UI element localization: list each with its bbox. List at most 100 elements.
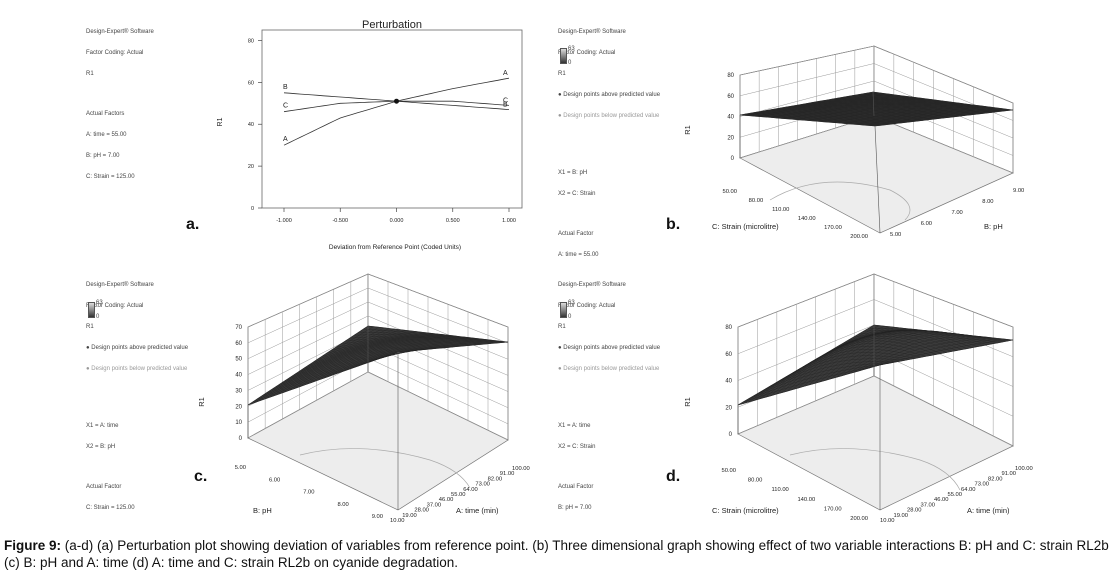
x-tick-label: 0.000	[390, 218, 404, 224]
x-tick-label: 80.00	[749, 198, 764, 204]
y-tick-label: 64.00	[463, 487, 478, 493]
z-tick-label: 20	[725, 405, 732, 411]
color-scale-bar	[560, 302, 567, 318]
series-start-label-C: C	[283, 103, 288, 110]
z-tick-label: 60	[727, 94, 734, 100]
z-tick-label: 20	[235, 404, 242, 410]
y-tick-label: 37.00	[427, 502, 442, 508]
series-line-A	[283, 77, 510, 146]
actual-factor-title: Actual Factor	[558, 231, 594, 237]
surface-mesh-line	[812, 101, 949, 122]
surface-mesh-line	[848, 106, 987, 125]
x-tick-label: 5.00	[235, 465, 246, 471]
surface-panel-3	[737, 273, 1014, 511]
color-scale-bar	[88, 302, 95, 318]
software-name: Design-Expert® Software	[86, 282, 154, 288]
x-tick-label: 140.00	[797, 497, 815, 503]
surface-mesh-line	[312, 343, 458, 363]
y-tick-label: 10.00	[390, 518, 405, 524]
legend-below: ● Design points below predicted value	[558, 366, 660, 372]
y-tick-label: 64.00	[961, 487, 976, 493]
y-tick-label: 55.00	[948, 492, 963, 498]
x-tick-label: 170.00	[824, 506, 842, 512]
surface-mesh-line	[874, 339, 1008, 367]
surface-panel-1	[739, 45, 1014, 234]
surface-mesh-line	[863, 338, 998, 370]
y-tick-label: 91.00	[500, 471, 515, 477]
floor-contour	[299, 448, 471, 489]
z-tick-label: 60	[725, 352, 732, 358]
x-tick-label: 200.00	[850, 516, 868, 522]
x2-label: X2 = C: Strain	[558, 444, 596, 450]
legend-above-text: Design points above predicted value	[563, 92, 661, 98]
factor-coding: Factor Coding: Actual	[86, 50, 144, 56]
surface-mesh-line	[828, 103, 965, 123]
color-scale-bar	[560, 48, 567, 64]
response-name: R1	[558, 71, 566, 77]
x-tick-label: 170.00	[824, 225, 842, 231]
actual-factor-value: B: pH = 7.00	[558, 505, 592, 511]
surface-mesh-line	[847, 96, 987, 114]
surface-mesh-line	[821, 100, 960, 117]
surface-mesh-line	[869, 338, 1003, 369]
y-axis-label: A: time (min)	[967, 506, 1010, 515]
x-tick-label: -1.000	[276, 218, 292, 224]
y-tick-label: 46.00	[439, 497, 454, 503]
surface-mesh-line	[816, 101, 955, 117]
surface-mesh-line	[340, 335, 455, 373]
legend-below: ● Design points below predicted value	[558, 113, 660, 119]
x-tick-label: 140.00	[798, 216, 816, 222]
y-tick-label: 73.00	[975, 482, 990, 488]
surface-mesh-line	[847, 335, 981, 375]
caption-label: Figure 9:	[4, 538, 62, 553]
y-tick-label: 9.00	[1013, 188, 1024, 194]
x-axis-label: C: Strain (microlitre)	[712, 222, 779, 231]
surface-mesh-line	[346, 336, 460, 371]
legend-below-text: Design points below predicted value	[563, 113, 660, 119]
y-axis-label: B: pH	[984, 222, 1003, 231]
surface-mesh-line	[858, 337, 992, 372]
z-tick-label: 20	[727, 135, 734, 141]
y-tick-label: 40	[248, 122, 254, 128]
z-tick-label: 10	[235, 420, 242, 426]
surface-mesh-line	[862, 93, 1003, 112]
y-tick-label: 82.00	[988, 476, 1003, 482]
surface-mesh-line	[843, 105, 981, 124]
series-start-label-A: A	[283, 136, 288, 143]
z-tick-label: 50	[235, 357, 242, 363]
z-tick-label: 0	[729, 432, 733, 438]
surface-mesh-line	[852, 95, 992, 113]
surface-mesh-line	[857, 94, 998, 112]
x-axis-label: C: Strain (microlitre)	[712, 506, 779, 515]
surface-mesh-line	[872, 91, 1014, 111]
surface-mesh-line	[321, 341, 466, 357]
surface-mesh-line	[873, 324, 1014, 341]
panel-letter-b: b.	[666, 216, 681, 233]
y-tick-label: 10.00	[880, 518, 895, 524]
x2-label: X2 = B: pH	[86, 444, 116, 450]
y-tick-label: 20	[248, 164, 254, 170]
actual-factors-title: Actual Factors	[86, 111, 125, 117]
y-tick-label: 82.00	[488, 476, 503, 482]
surface-mesh-line	[344, 336, 487, 345]
x-tick-label: 110.00	[771, 487, 788, 493]
series-start-label-B: B	[283, 84, 288, 91]
z-tick-label: 80	[727, 73, 734, 79]
surface-mesh-line	[317, 342, 462, 360]
surface-mesh-line	[864, 108, 1003, 126]
figure-caption: Figure 9: (a-d) (a) Perturbation plot sh…	[4, 537, 1112, 571]
factor-c: C: Strain = 125.00	[86, 174, 135, 180]
actual-factor-title: Actual Factor	[86, 484, 122, 490]
z-tick-label: 40	[235, 373, 242, 379]
legend-below-text: Design points below predicted value	[563, 366, 660, 372]
x1-label: X1 = A: time	[86, 423, 119, 429]
surface-mesh-line	[837, 98, 976, 115]
software-name: Design-Expert® Software	[558, 282, 626, 288]
y-tick-label: 91.00	[1002, 471, 1017, 477]
surface-mesh-line	[307, 344, 454, 366]
color-scale-high: 63	[96, 300, 103, 306]
surface-mesh-line	[833, 104, 970, 123]
y-tick-label: 37.00	[921, 502, 936, 508]
legend-above: ● Design points above predicted value	[558, 92, 661, 98]
y-tick-label: 19.00	[894, 513, 909, 519]
